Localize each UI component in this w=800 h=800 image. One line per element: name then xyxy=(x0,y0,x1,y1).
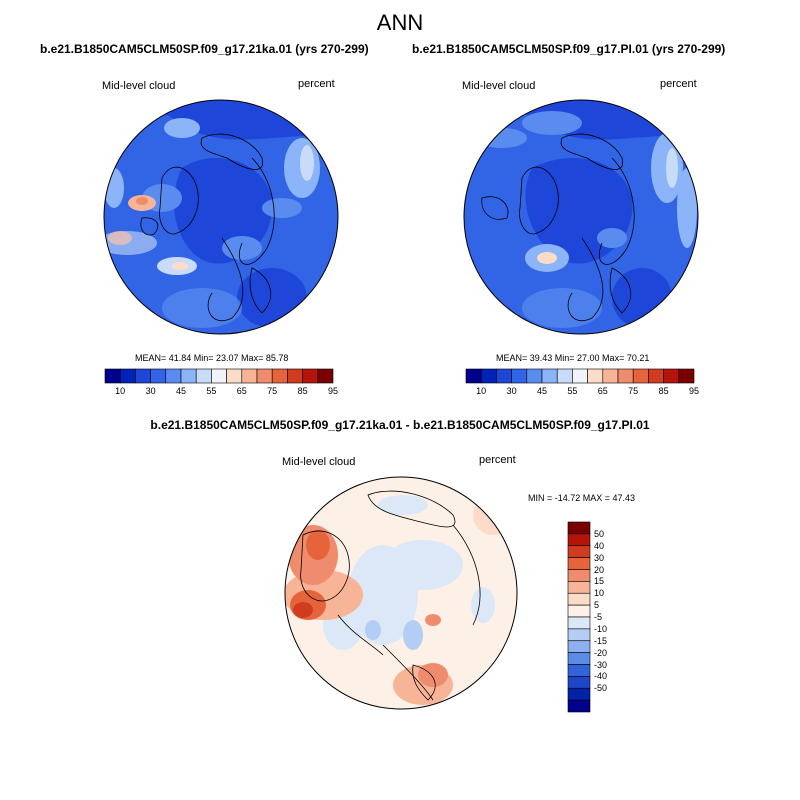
panel-1-colorbar-swatch xyxy=(135,368,151,384)
panel-1-units-label: percent xyxy=(298,78,335,90)
panel-2-stats: MEAN= 39.43 Min= 27.00 Max= 70.21 xyxy=(496,353,650,363)
diff-units-label: percent xyxy=(479,454,516,466)
panel-1-colorbar-tick-label: 55 xyxy=(206,386,217,396)
diff-colorbar-swatch xyxy=(567,687,591,701)
panel-2-colorbar-swatch xyxy=(587,368,604,384)
panel-2-map xyxy=(463,99,699,335)
diff-colorbar-swatch xyxy=(567,581,591,594)
panel-1-colorbar-tick-label: 65 xyxy=(236,386,247,396)
panel-1-colorbar-swatch xyxy=(150,368,167,384)
diff-colorbar xyxy=(567,521,591,713)
panel-2-variable-label: Mid-level cloud xyxy=(462,80,536,92)
panel-2-colorbar-swatch xyxy=(511,368,528,384)
diff-colorbar-tick-label: -10 xyxy=(594,623,608,634)
diff-colorbar-swatch xyxy=(567,664,591,677)
panel-1-colorbar-swatch xyxy=(211,368,227,384)
diff-colorbar-swatch xyxy=(567,557,591,570)
panel-1-stats: MEAN= 41.84 Min= 23.07 Max= 85.78 xyxy=(135,353,289,363)
panel-2-colorbar-swatch xyxy=(678,368,695,384)
diff-colorbar-tick-label: -5 xyxy=(594,612,603,622)
diff-colorbar-swatch xyxy=(567,640,591,653)
diff-colorbar-tick-label: -20 xyxy=(594,647,608,658)
panel-1-colorbar-swatch xyxy=(287,368,303,384)
panel-2-colorbar-swatch xyxy=(632,368,649,384)
panel-2-colorbar-swatch xyxy=(465,368,482,384)
diff-minmax: MIN = -14.72 MAX = 47.43 xyxy=(528,493,636,503)
panel-2-colorbar-swatch xyxy=(617,368,634,384)
panel-1-colorbar-tick-label: 45 xyxy=(175,386,186,396)
panel-1-colorbar-swatch xyxy=(104,368,121,384)
diff-colorbar-tick-label: 50 xyxy=(594,528,605,539)
panel-2-colorbar-labels: 10 30 45 55 65 75 85 95 xyxy=(466,386,699,398)
panel-2-colorbar-tick-label: 65 xyxy=(597,386,608,396)
diff-colorbar-tick-label: 10 xyxy=(594,588,605,599)
diff-colorbar-swatch xyxy=(567,676,591,689)
diff-colorbar-swatch xyxy=(567,533,591,547)
panel-1-colorbar-tick-label: 95 xyxy=(327,386,338,396)
panel-2-colorbar-swatch xyxy=(572,368,588,384)
panel-2-colorbar-swatch xyxy=(541,368,558,384)
diff-colorbar-tick-label: 30 xyxy=(594,552,605,563)
diff-map xyxy=(284,476,518,710)
panel-2-colorbar-swatch xyxy=(556,368,573,384)
diff-variable-label: Mid-level cloud xyxy=(282,456,356,468)
diff-colorbar-tick-label: -40 xyxy=(594,671,608,682)
diff-colorbar-swatch xyxy=(567,616,591,630)
panel-2-colorbar-tick-label: 75 xyxy=(628,386,639,396)
panel-2-colorbar-swatch xyxy=(602,368,619,384)
panel-2-units-label: percent xyxy=(660,78,697,90)
panel-2-colorbar-swatch xyxy=(496,368,512,384)
diff-colorbar-swatch xyxy=(567,592,591,606)
panel-2-colorbar-swatch xyxy=(526,368,543,384)
diff-colorbar-swatch xyxy=(567,545,591,558)
panel-1-colorbar-tick-label: 85 xyxy=(297,386,308,396)
diff-colorbar-swatch xyxy=(567,521,591,535)
panel-1-colorbar-tick-label: 30 xyxy=(145,386,156,396)
panel-1-map xyxy=(103,99,339,335)
panel-1-colorbar-labels: 10 30 45 55 65 75 85 95 xyxy=(105,386,338,398)
diff-colorbar-swatch xyxy=(567,652,591,665)
panel-1-colorbar-swatch xyxy=(256,368,273,384)
panel-1-colorbar-swatch xyxy=(226,368,243,384)
diff-colorbar-tick-label: 5 xyxy=(594,600,600,611)
diff-colorbar-swatch xyxy=(567,699,591,713)
diff-colorbar-tick-label: 20 xyxy=(594,564,605,575)
diff-colorbar-swatch xyxy=(567,604,591,618)
panel-2-colorbar-tick-label: 95 xyxy=(688,386,699,396)
panel-1-colorbar xyxy=(104,368,334,384)
main-title: ANN xyxy=(376,10,424,35)
panel-1-colorbar-swatch xyxy=(317,368,334,384)
panel-1-colorbar-tick-label: 10 xyxy=(115,386,126,396)
panel-2-colorbar-tick-label: 85 xyxy=(658,386,669,396)
panel-2-colorbar-swatch xyxy=(663,368,680,384)
diff-colorbar-labels: 50 40 30 20 15 10 5 -5 -10 -15 -20 -30 -40 -50 xyxy=(594,522,634,712)
panel-1-colorbar-swatch xyxy=(271,368,288,384)
panel-2-colorbar-tick-label: 45 xyxy=(536,386,547,396)
diff-colorbar-swatch xyxy=(567,628,591,642)
panel-1-colorbar-swatch xyxy=(195,368,212,384)
panel-2-colorbar xyxy=(465,368,695,384)
panel-1-colorbar-tick-label: 75 xyxy=(267,386,278,396)
panel-2-colorbar-tick-label: 55 xyxy=(567,386,578,396)
panel-1-colorbar-swatch xyxy=(119,368,136,384)
panel-2-title: b.e21.B1850CAM5CLM50SP.f09_g17.PI.01 (yr… xyxy=(412,42,726,56)
panel-2-colorbar-tick-label: 30 xyxy=(506,386,517,396)
diff-colorbar-tick-label: -50 xyxy=(594,683,608,694)
panel-1-variable-label: Mid-level cloud xyxy=(102,80,176,92)
panel-1-title: b.e21.B1850CAM5CLM50SP.f09_g17.21ka.01 (… xyxy=(40,42,369,56)
diff-colorbar-tick-label: 15 xyxy=(594,576,605,587)
panel-2-colorbar-swatch xyxy=(648,368,664,384)
diff-colorbar-tick-label: 40 xyxy=(594,540,605,551)
panel-1-colorbar-swatch xyxy=(241,368,258,384)
diff-colorbar-tick-label: -30 xyxy=(594,659,608,670)
panel-2-colorbar-tick-label: 10 xyxy=(476,386,487,396)
panel-2-colorbar-swatch xyxy=(480,368,497,384)
diff-colorbar-tick-label: -15 xyxy=(594,635,608,646)
diff-title: b.e21.B1850CAM5CLM50SP.f09_g17.21ka.01 -… xyxy=(150,418,650,432)
panel-1-colorbar-swatch xyxy=(302,368,319,384)
panel-1-colorbar-swatch xyxy=(180,368,197,384)
panel-1-colorbar-swatch xyxy=(165,368,182,384)
diff-colorbar-swatch xyxy=(567,569,591,582)
